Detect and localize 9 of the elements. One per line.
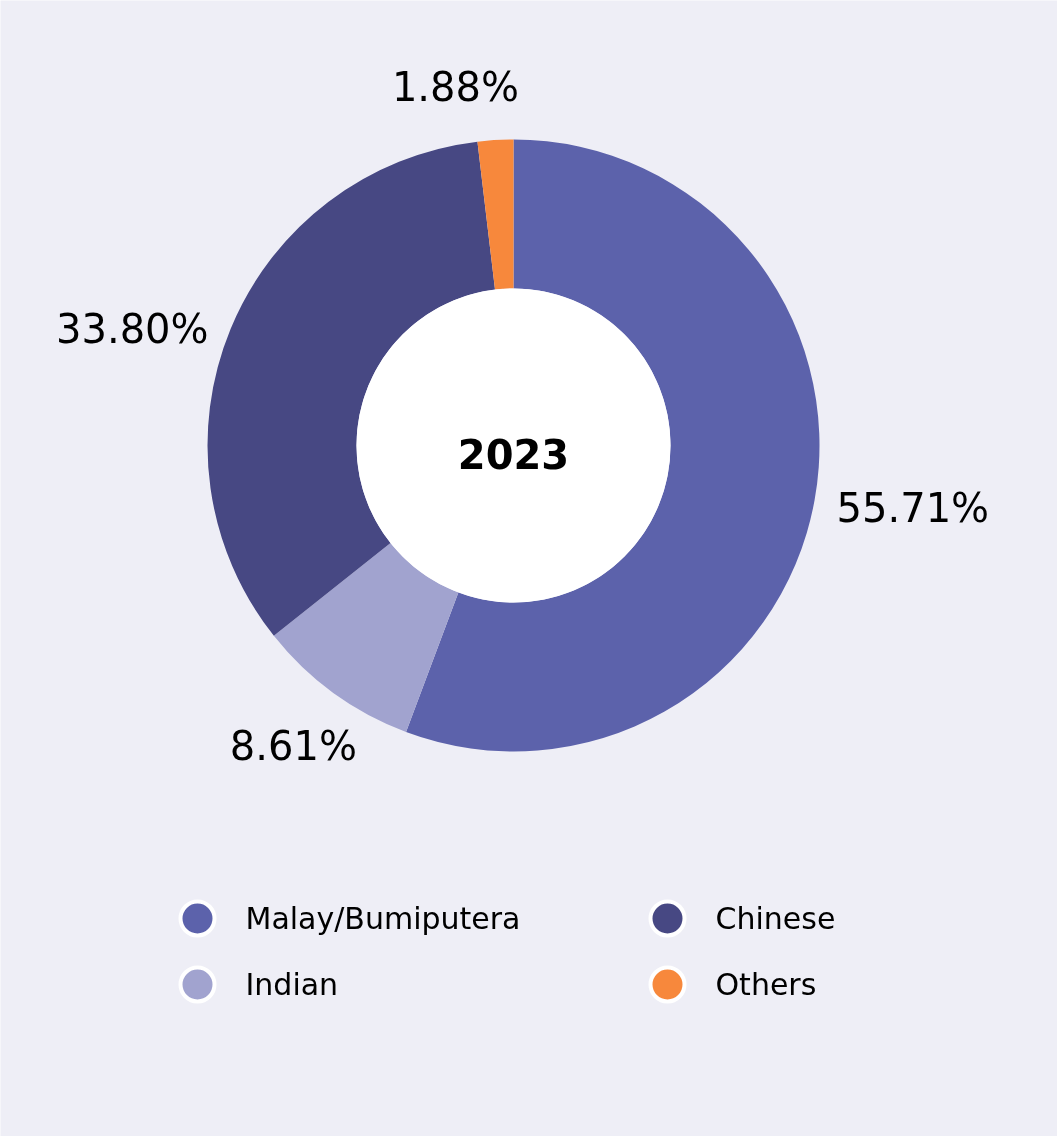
- legend-label: Chinese: [715, 901, 836, 936]
- legend-label: Malay/Bumiputera: [245, 901, 521, 936]
- data-label: 33.80%: [56, 305, 209, 352]
- data-label: 55.71%: [836, 485, 990, 532]
- legend-label: Indian: [245, 967, 339, 1002]
- data-label: 8.61%: [229, 722, 357, 769]
- text: 2023: [457, 431, 570, 478]
- data-label: 1.88%: [391, 64, 519, 111]
- legend-label: Others: [715, 967, 817, 1002]
